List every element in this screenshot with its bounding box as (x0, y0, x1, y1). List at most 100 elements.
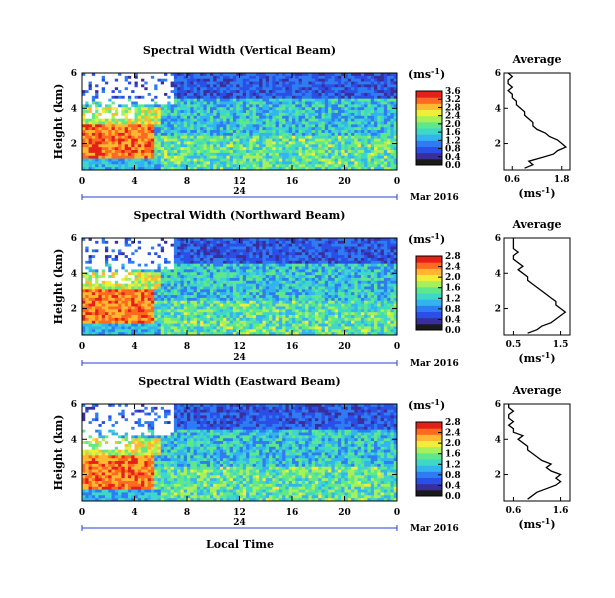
heatmap-cell (137, 121, 142, 125)
heatmap-cell (383, 152, 388, 157)
heatmap-cell (347, 269, 352, 273)
heatmap-cell (157, 112, 162, 117)
heatmap-cell (242, 104, 247, 108)
heatmap-cell (328, 118, 332, 122)
heatmap-cell (370, 155, 375, 159)
heatmap-cell (127, 155, 132, 159)
heatmap-cell (380, 112, 385, 117)
heatmap-cell (111, 266, 116, 270)
heatmap-cell (147, 266, 152, 270)
heatmap-cell (111, 283, 116, 287)
heatmap-cell (301, 263, 306, 267)
heatmap-cell (219, 255, 224, 259)
heatmap-cell (272, 121, 276, 125)
heatmap-cell (203, 257, 208, 262)
heatmap-cell (301, 249, 306, 253)
heatmap-cell (301, 161, 306, 165)
heatmap-cell (265, 87, 270, 91)
heatmap-cell (367, 269, 372, 273)
heatmap-cell (380, 266, 385, 270)
colorbar-segment (416, 118, 442, 121)
heatmap-cell (298, 158, 303, 162)
heatmap-cell (209, 150, 214, 154)
heatmap-cell (262, 101, 267, 105)
heatmap-cell (111, 112, 116, 117)
heatmap-cell (357, 112, 362, 117)
heatmap-cell (272, 101, 276, 105)
heatmap-cell (360, 238, 365, 242)
heatmap-cell (108, 252, 112, 256)
heatmap-cell (219, 269, 224, 273)
heatmap-cell (262, 81, 267, 85)
heatmap-cell (239, 269, 244, 273)
heatmap-cell (295, 87, 299, 91)
heatmap-cell (318, 121, 322, 125)
heatmap-cell (292, 269, 296, 273)
heatmap-cell (88, 283, 93, 287)
heatmap-cell (190, 121, 194, 125)
heatmap-cell (95, 107, 99, 111)
heatmap-cell (298, 255, 303, 259)
heatmap-cell (203, 167, 208, 171)
heatmap-cell (242, 158, 247, 162)
heatmap-cell (200, 155, 204, 159)
heatmap-cell (219, 121, 224, 125)
heatmap-cell (337, 246, 342, 250)
heatmap-cell (206, 249, 211, 253)
heatmap-cell (144, 280, 149, 285)
heatmap-cell (308, 144, 313, 148)
heatmap-cell (134, 110, 139, 114)
heatmap-cell (203, 112, 208, 117)
heatmap-cell (134, 101, 139, 105)
heatmap-cell (111, 104, 116, 108)
heatmap-cell (127, 98, 132, 102)
heatmap-cell (324, 155, 329, 159)
heatmap-cell (354, 260, 359, 265)
heatmap-cell (160, 101, 165, 105)
heatmap-cell (147, 75, 152, 80)
heatmap-cell (275, 243, 280, 247)
heatmap-cell (269, 283, 273, 287)
heatmap-cell (111, 73, 116, 77)
heatmap-cell (285, 124, 290, 128)
heatmap-cell (104, 238, 109, 242)
heatmap-cell (383, 260, 388, 265)
heatmap-cell (367, 87, 372, 91)
heatmap-cell (285, 98, 290, 102)
heatmap-cell (134, 246, 139, 250)
heatmap-cell (255, 263, 260, 267)
heatmap-cell (127, 255, 132, 259)
heatmap-cell (367, 263, 372, 267)
heatmap-cell (387, 243, 391, 247)
heatmap-cell (288, 161, 293, 165)
heatmap-cell (82, 249, 86, 253)
heatmap-cell (144, 249, 149, 253)
heatmap-cell (298, 124, 303, 128)
heatmap-cell (370, 257, 375, 262)
heatmap-cell (216, 115, 221, 120)
heatmap-cell (131, 257, 135, 262)
heatmap-cell (377, 255, 381, 259)
heatmap-cell (95, 101, 99, 105)
heatmap-cell (167, 87, 171, 91)
heatmap-cell (308, 112, 313, 117)
heatmap-cell (206, 135, 211, 140)
heatmap-cell (367, 164, 372, 168)
heatmap-cell (216, 150, 221, 154)
heatmap-cell (285, 87, 290, 91)
heatmap-cell (249, 95, 254, 100)
heatmap-cell (328, 81, 332, 85)
heatmap-cell (190, 87, 194, 91)
heatmap-cell (239, 275, 244, 279)
heatmap-cell (341, 150, 345, 154)
heatmap-cell (213, 78, 217, 82)
heatmap-cell (98, 118, 103, 122)
heatmap-cell (223, 138, 227, 142)
heatmap-cell (187, 87, 191, 91)
heatmap-cell (318, 243, 322, 247)
heatmap-cell (164, 73, 168, 77)
heatmap-cell (305, 167, 309, 171)
heatmap-cell (292, 138, 296, 142)
heatmap-cell (173, 260, 178, 265)
heatmap-cell (295, 269, 299, 273)
